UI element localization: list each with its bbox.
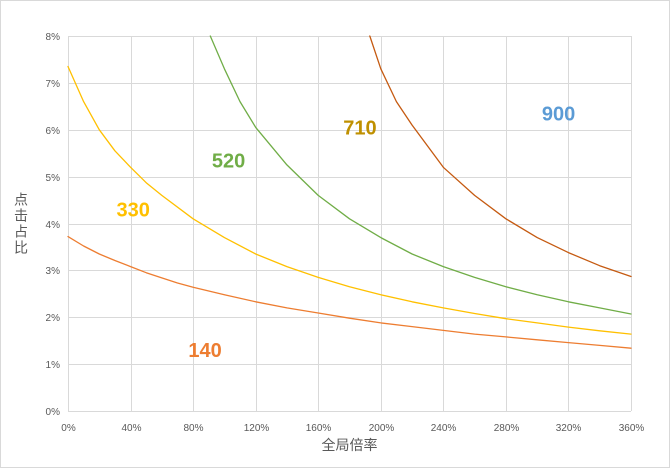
x-tick-label: 360% xyxy=(619,423,645,434)
y-tick-label: 0% xyxy=(46,407,61,418)
y-tick-label: 4% xyxy=(46,220,61,231)
x-tick-label: 160% xyxy=(306,423,332,434)
x-tick-label: 320% xyxy=(556,423,582,434)
y-tick-label: 5% xyxy=(46,173,61,184)
axis-ticks: 0% 1% 2% 3% 4% 5% 6% 7% 8% 0% 40% 80% 120% 160% 200% 24… xyxy=(46,32,645,434)
y-tick-label: 3% xyxy=(46,266,61,277)
x-tick-label: 120% xyxy=(244,423,270,434)
series-label-330: 330 xyxy=(116,199,149,221)
x-axis-title: 全局倍率 xyxy=(322,437,378,453)
y-tick-label: 6% xyxy=(46,126,61,137)
series-line-140 xyxy=(67,235,632,349)
series-line-330 xyxy=(67,65,632,335)
x-tick-label: 280% xyxy=(494,423,520,434)
y-tick-label: 7% xyxy=(46,79,61,90)
series-labels: 140 330 520 710 900 xyxy=(116,103,575,362)
series-label-140: 140 xyxy=(188,340,221,362)
x-tick-label: 200% xyxy=(369,423,395,434)
x-tick-label: 80% xyxy=(183,423,203,434)
y-tick-label: 2% xyxy=(46,313,61,324)
x-tick-label: 240% xyxy=(431,423,457,434)
series-line-520 xyxy=(209,35,632,315)
series-label-520: 520 xyxy=(212,150,245,172)
series-line-710 xyxy=(369,35,632,278)
y-axis-title: 点击占比 xyxy=(14,192,28,256)
series-label-900: 900 xyxy=(542,103,575,125)
series-label-710: 710 xyxy=(343,117,376,139)
x-tick-label: 40% xyxy=(121,423,141,434)
gridlines xyxy=(68,36,632,412)
y-tick-label: 1% xyxy=(46,360,61,371)
x-tick-label: 0% xyxy=(61,423,76,434)
y-tick-label: 8% xyxy=(46,32,61,43)
plot-area xyxy=(67,35,632,349)
